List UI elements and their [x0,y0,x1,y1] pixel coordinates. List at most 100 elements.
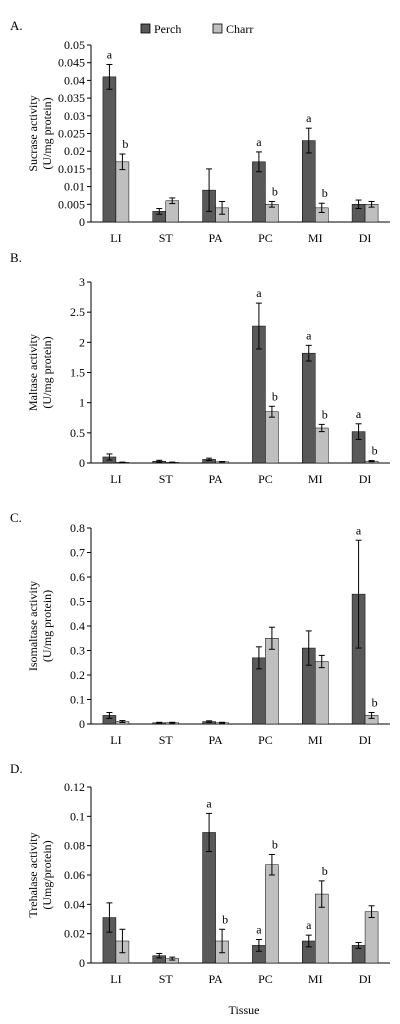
legend-swatch-charr [212,23,223,34]
error-bar [219,200,226,215]
y-tick-label: 3 [79,275,85,289]
panel-label: D. [10,761,23,776]
y-tick-label: 0.05 [64,38,85,52]
y-tick-label: 0.3 [70,644,85,658]
significance-label: b [272,389,278,403]
x-tick-label: DI [359,472,372,486]
error-bar [305,934,312,948]
y-axis-label: Sucrase activity [26,95,40,171]
panel-label: B. [10,250,22,265]
error-bar [106,63,113,90]
error-bar [255,151,262,173]
significance-label: b [372,695,378,709]
x-tick-label: PA [208,972,223,986]
x-tick-label: PC [258,972,273,986]
error-bar [106,902,113,933]
significance-label: a [306,111,312,125]
x-tick-label: PA [208,231,223,245]
error-bar [206,168,213,212]
error-bar [268,405,275,418]
x-tick-label: LI [110,733,121,747]
error-bar [156,208,163,215]
y-tick-label: 0.06 [64,868,85,882]
chart-panel-d: D. Trehalase activity (Umg/protein) 0 0.02 0.… [10,761,390,986]
bar-charr-pc [265,411,279,464]
significance-label: a [356,407,362,421]
x-tick-label: ST [159,472,174,486]
y-axis-label: (U/mg protein) [40,97,54,169]
error-bar [355,423,362,440]
y-tick-label: 0 [79,956,85,970]
y-tick-label: 1 [79,396,85,410]
error-bar [119,153,126,171]
x-tick-label: ST [159,733,174,747]
error-bar [355,199,362,210]
error-bar [169,197,176,205]
y-tick-label: 0.025 [58,127,85,141]
y-tick-label: 0.04 [64,73,85,87]
legend-label-perch: Perch [154,22,181,36]
error-bar [219,928,226,954]
y-tick-label: 0.015 [58,162,85,176]
x-tick-label: MI [308,231,323,245]
bar-charr-mi [315,427,329,464]
x-axis-label: Tissue [229,1003,260,1017]
error-bar [268,200,275,208]
x-tick-label: PC [258,231,273,245]
error-bar [156,952,163,959]
x-tick-label: PA [208,733,223,747]
error-bar [156,721,163,724]
y-tick-label: 0.01 [64,180,85,194]
y-tick-label: 1.5 [70,366,85,380]
y-axis-label: Trehalase activity [26,832,40,917]
x-tick-label: ST [159,231,174,245]
error-bar [206,720,213,723]
legend-label-charr: Charr [226,22,253,36]
y-axis-label: (Umg/protein) [40,840,54,909]
y-tick-label: 0.1 [70,693,85,707]
y-tick-label: 2.5 [70,305,85,319]
error-bar [318,654,325,669]
significance-label: a [306,918,312,932]
significance-label: a [356,523,362,537]
y-tick-label: 0.7 [70,546,85,560]
x-tick-label: LI [110,472,121,486]
x-tick-label: DI [359,972,372,986]
chart-panel-b: B. Maltase activity (U/mg protein) 0 0.5 1 1.5… [10,250,390,486]
x-tick-label: ST [159,972,174,986]
x-tick-label: DI [359,733,372,747]
y-tick-label: 0 [79,717,85,731]
error-bar [206,457,213,462]
legend-swatch-perch [140,23,151,34]
y-tick-label: 0.5 [70,426,85,440]
error-bar [169,956,176,961]
significance-label: b [322,864,328,878]
bar-perch-pa [202,832,216,964]
bar-perch-mi [302,352,316,464]
error-bar [119,928,126,954]
y-tick-label: 0.02 [64,144,85,158]
error-bar [268,853,275,876]
significance-label: a [107,47,113,61]
x-tick-label: LI [110,231,121,245]
significance-label: b [122,137,128,151]
y-tick-label: 0.03 [64,109,85,123]
x-tick-label: PC [258,733,273,747]
x-tick-label: LI [110,972,121,986]
significance-label: b [322,407,328,421]
error-bar [169,461,176,464]
significance-label: b [322,186,328,200]
error-bar [106,711,113,719]
significance-label: b [222,912,228,926]
y-tick-label: 0.08 [64,839,85,853]
significance-label: a [256,135,262,149]
panel-label: C. [10,510,22,525]
significance-label: a [256,286,262,300]
error-bar [219,460,226,463]
y-tick-label: 0.045 [58,56,85,70]
error-bar [305,630,312,666]
y-tick-label: 0.005 [58,197,85,211]
significance-label: a [206,796,212,810]
y-tick-label: 0.5 [70,595,85,609]
